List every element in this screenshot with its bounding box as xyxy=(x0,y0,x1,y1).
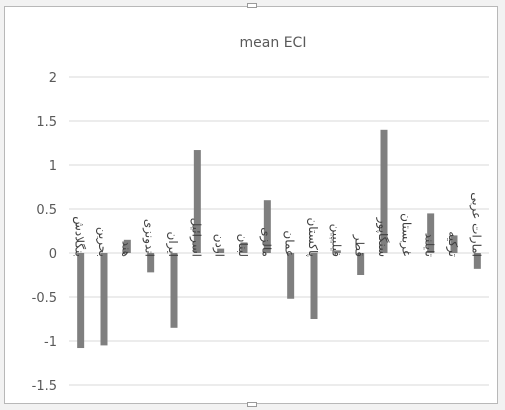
bar xyxy=(473,253,481,269)
bar xyxy=(333,250,341,253)
x-category-label: اردن xyxy=(212,234,227,257)
bar xyxy=(450,235,458,253)
bar xyxy=(123,239,131,253)
x-category-label: عربستان xyxy=(398,213,413,257)
x-category-label: ترکیه xyxy=(445,231,460,257)
bar-chart: mean ECI 2 1.5 1 0.5 0 -0.5 -1 -1.5 بنگلادش بحری… xyxy=(32,35,489,394)
x-category-label: پاکستان xyxy=(306,217,320,257)
bar xyxy=(240,242,248,253)
x-category-label: بحرین xyxy=(95,227,110,257)
bar xyxy=(170,253,178,328)
x-category-label: مالزی xyxy=(258,227,273,257)
y-tick-label: -1 xyxy=(44,335,57,350)
x-category-label: ایران xyxy=(165,232,180,257)
bar xyxy=(310,253,318,319)
x-axis-labels: بنگلادش بحرین هند اندونزی ایران اسرائیل اردن لب… xyxy=(72,192,484,257)
y-axis-ticks: 2 1.5 1 0.5 0 -0.5 -1 -1.5 xyxy=(32,71,57,394)
y-tick-label: 0.5 xyxy=(36,203,57,218)
x-category-label: لبنان xyxy=(236,234,250,257)
bar xyxy=(263,200,271,253)
y-tick-label: -1.5 xyxy=(32,379,57,394)
bar xyxy=(147,253,155,273)
y-tick-label: 0 xyxy=(49,247,57,262)
y-tick-label: 2 xyxy=(49,71,57,86)
x-category-label: سنگاپور xyxy=(375,217,390,257)
x-category-label: قطر xyxy=(352,234,367,257)
chart-frame: mean ECI 2 1.5 1 0.5 0 -0.5 -1 -1.5 بنگلادش بحری… xyxy=(4,6,498,404)
x-category-label: تایلند xyxy=(423,233,437,257)
bar xyxy=(287,253,295,299)
y-tick-label: 1 xyxy=(49,159,57,174)
x-category-label: عمان xyxy=(283,230,297,257)
y-tick-label: -0.5 xyxy=(32,291,57,306)
x-category-label: هند xyxy=(119,241,133,257)
x-category-label: امارات عربی xyxy=(468,192,483,257)
x-category-label: اندونزی xyxy=(142,219,157,257)
bar xyxy=(193,150,201,253)
bar xyxy=(403,252,411,254)
bar xyxy=(380,129,388,253)
chart-title: mean ECI xyxy=(240,35,307,51)
bar xyxy=(100,253,108,346)
bars xyxy=(77,129,481,349)
resize-handle-top[interactable] xyxy=(247,3,257,8)
bar xyxy=(427,213,435,253)
bar xyxy=(357,253,365,275)
x-category-label: اسرائیل xyxy=(188,218,203,257)
bar xyxy=(217,248,225,253)
resize-handle-bottom[interactable] xyxy=(247,402,257,407)
gridlines xyxy=(69,76,489,386)
x-category-label: فیلیپین xyxy=(328,224,343,257)
bar xyxy=(77,253,85,349)
x-category-label: بنگلادش xyxy=(72,216,87,257)
y-tick-label: 1.5 xyxy=(36,115,57,130)
